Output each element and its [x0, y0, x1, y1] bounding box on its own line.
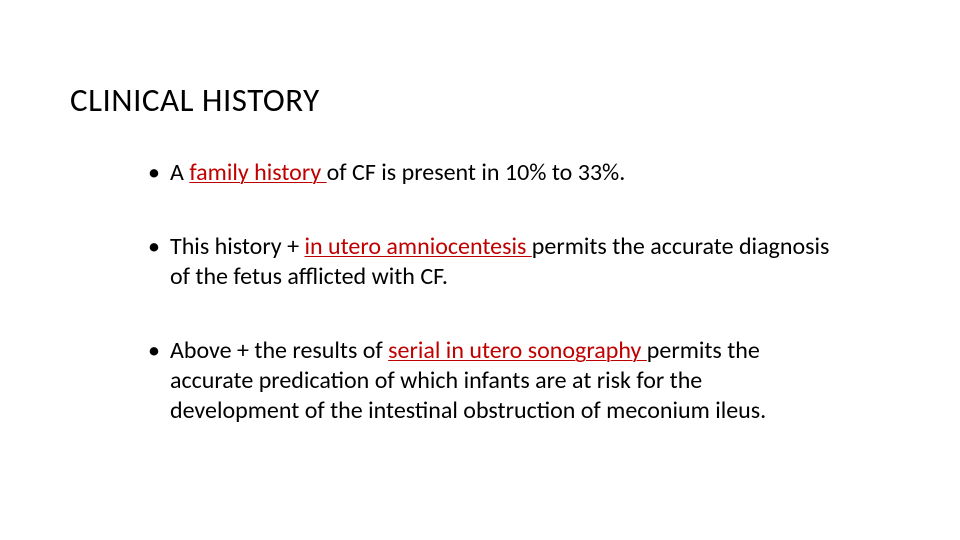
slide-container: CLINICAL HISTORY A family history of CF …	[0, 0, 960, 540]
bullet-list: A family history of CF is present in 10%…	[70, 158, 890, 426]
bullet-text-segment: serial in utero sonography	[388, 336, 647, 365]
bullet-text-segment: A	[170, 158, 189, 187]
bullet-item: This history + in utero amniocentesis pe…	[148, 232, 830, 292]
bullet-text-segment: Above + the results of	[170, 336, 388, 365]
bullet-text-segment: This history +	[170, 232, 304, 261]
bullet-text-segment: of CF is present in 10% to 33%.	[327, 158, 626, 187]
bullet-text-segment: in utero amniocentesis	[304, 232, 531, 261]
bullet-item: A family history of CF is present in 10%…	[148, 158, 830, 188]
bullet-item: Above + the results of serial in utero s…	[148, 336, 830, 426]
bullet-text-segment: family history	[189, 158, 326, 187]
slide-title: CLINICAL HISTORY	[70, 80, 890, 120]
